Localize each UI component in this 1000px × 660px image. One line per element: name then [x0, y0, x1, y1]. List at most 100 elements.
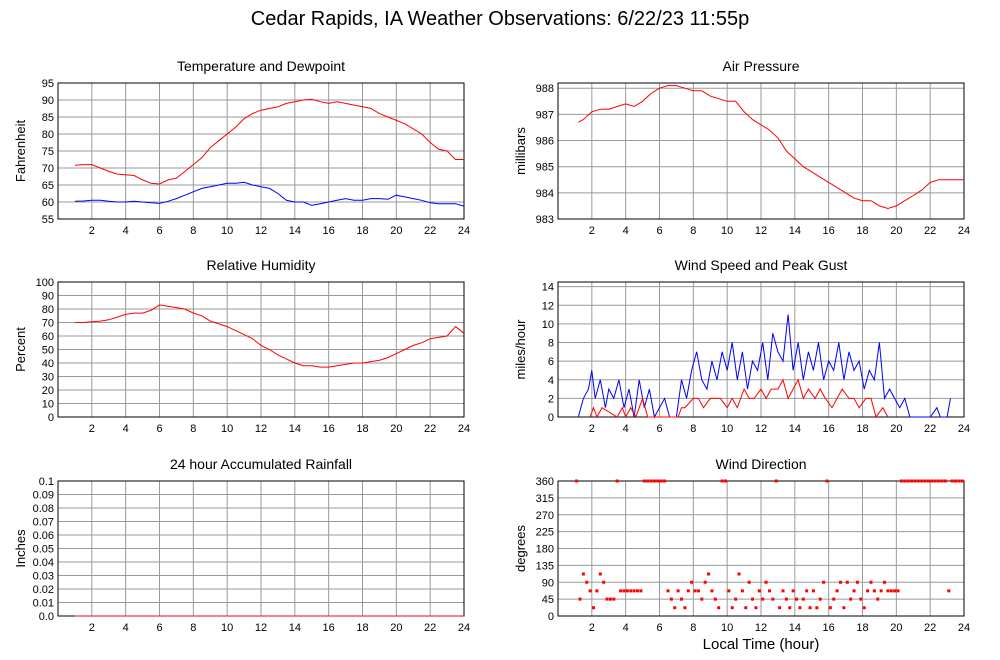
data-point [696, 589, 700, 593]
panel-title: Wind Direction [715, 456, 806, 472]
data-point [598, 572, 602, 576]
y-axis-label: Fahrenheit [13, 120, 28, 183]
x-tick-label: 14 [789, 225, 801, 237]
y-tick-label: 0.02 [33, 584, 54, 596]
y-tick-label: 65 [42, 180, 54, 192]
data-point [683, 606, 687, 610]
x-tick-label: 22 [424, 225, 436, 237]
x-tick-label: 6 [156, 423, 162, 435]
data-point [608, 597, 612, 601]
data-point [615, 479, 619, 483]
x-tick-label: 24 [458, 225, 470, 237]
x-tick-label: 14 [789, 423, 801, 435]
y-tick-label: 10 [542, 319, 554, 331]
y-tick-label: 270 [536, 510, 554, 522]
data-point [849, 597, 853, 601]
y-tick-label: 45 [542, 594, 554, 606]
data-point [767, 589, 771, 593]
x-tick-label: 18 [856, 622, 868, 634]
y-tick-label: 55 [42, 214, 54, 226]
y-tick-label: 984 [536, 188, 554, 200]
data-point [882, 580, 886, 584]
data-point [920, 479, 924, 483]
data-point [690, 580, 694, 584]
y-tick-label: 95 [42, 78, 54, 90]
data-point [960, 479, 964, 483]
x-axis-title: Local Time (hour) [702, 636, 820, 653]
x-tick-label: 18 [856, 225, 868, 237]
data-point [923, 479, 927, 483]
data-point [876, 597, 880, 601]
data-point [740, 589, 744, 593]
x-tick-label: 22 [424, 622, 436, 634]
x-tick-label: 8 [690, 423, 696, 435]
data-point [751, 597, 755, 601]
y-tick-label: 85 [42, 112, 54, 124]
data-point [774, 479, 778, 483]
data-point [886, 589, 890, 593]
x-tick-label: 18 [356, 225, 368, 237]
y-axis-label: millibars [513, 127, 528, 175]
x-tick-label: 8 [190, 423, 196, 435]
y-tick-label: 985 [536, 162, 554, 174]
data-point [852, 589, 856, 593]
x-tick-label: 4 [123, 225, 129, 237]
y-tick-label: 0.03 [33, 571, 54, 583]
x-tick-label: 14 [289, 622, 301, 634]
panel-title: Relative Humidity [207, 257, 316, 273]
y-axis-label: Inches [13, 529, 28, 568]
x-tick-label: 20 [390, 622, 402, 634]
x-tick-label: 10 [221, 423, 233, 435]
y-tick-label: 60 [42, 197, 54, 209]
data-point [947, 589, 951, 593]
data-point [859, 597, 863, 601]
series-line-red [589, 378, 889, 419]
y-tick-label: 315 [536, 493, 554, 505]
y-tick-label: 135 [536, 560, 554, 572]
data-point [933, 479, 937, 483]
data-point [754, 606, 758, 610]
x-tick-label: 12 [755, 225, 767, 237]
data-point [663, 479, 667, 483]
y-tick-label: 0 [48, 412, 54, 424]
data-point [666, 589, 670, 593]
data-point [822, 580, 826, 584]
x-tick-label: 2 [89, 423, 95, 435]
y-tick-label: 75 [42, 146, 54, 158]
x-tick-label: 12 [255, 622, 267, 634]
page-title: Cedar Rapids, IA Weather Observations: 6… [250, 8, 750, 30]
plot-frame [557, 480, 965, 617]
y-tick-label: 50 [42, 345, 54, 357]
data-point [673, 606, 677, 610]
x-tick-label: 20 [890, 423, 902, 435]
data-point [950, 479, 954, 483]
x-tick-label: 4 [623, 225, 629, 237]
data-point [818, 597, 822, 601]
data-point [764, 580, 768, 584]
x-tick-label: 10 [721, 622, 733, 634]
data-point [636, 589, 640, 593]
data-point [893, 589, 897, 593]
data-point [815, 606, 819, 610]
x-tick-label: 2 [89, 225, 95, 237]
data-point [659, 479, 663, 483]
data-point [602, 580, 606, 584]
x-tick-label: 18 [356, 622, 368, 634]
x-tick-label: 8 [190, 622, 196, 634]
temp-chart: 2 4 6 8 10 12 14 16 18 20 22 24556065707580859095Te… [13, 58, 470, 237]
data-point [686, 589, 690, 593]
data-point [588, 589, 592, 593]
x-tick-label: 20 [390, 423, 402, 435]
data-point [592, 606, 596, 610]
data-point [652, 479, 656, 483]
data-point [605, 597, 609, 601]
data-point [656, 479, 660, 483]
x-tick-label: 8 [190, 225, 196, 237]
x-tick-label: 6 [156, 622, 162, 634]
data-point [679, 597, 683, 601]
y-tick-label: 80 [42, 304, 54, 316]
x-tick-label: 12 [755, 423, 767, 435]
x-tick-label: 18 [356, 423, 368, 435]
y-tick-label: 0.07 [33, 517, 54, 529]
data-point [693, 589, 697, 593]
